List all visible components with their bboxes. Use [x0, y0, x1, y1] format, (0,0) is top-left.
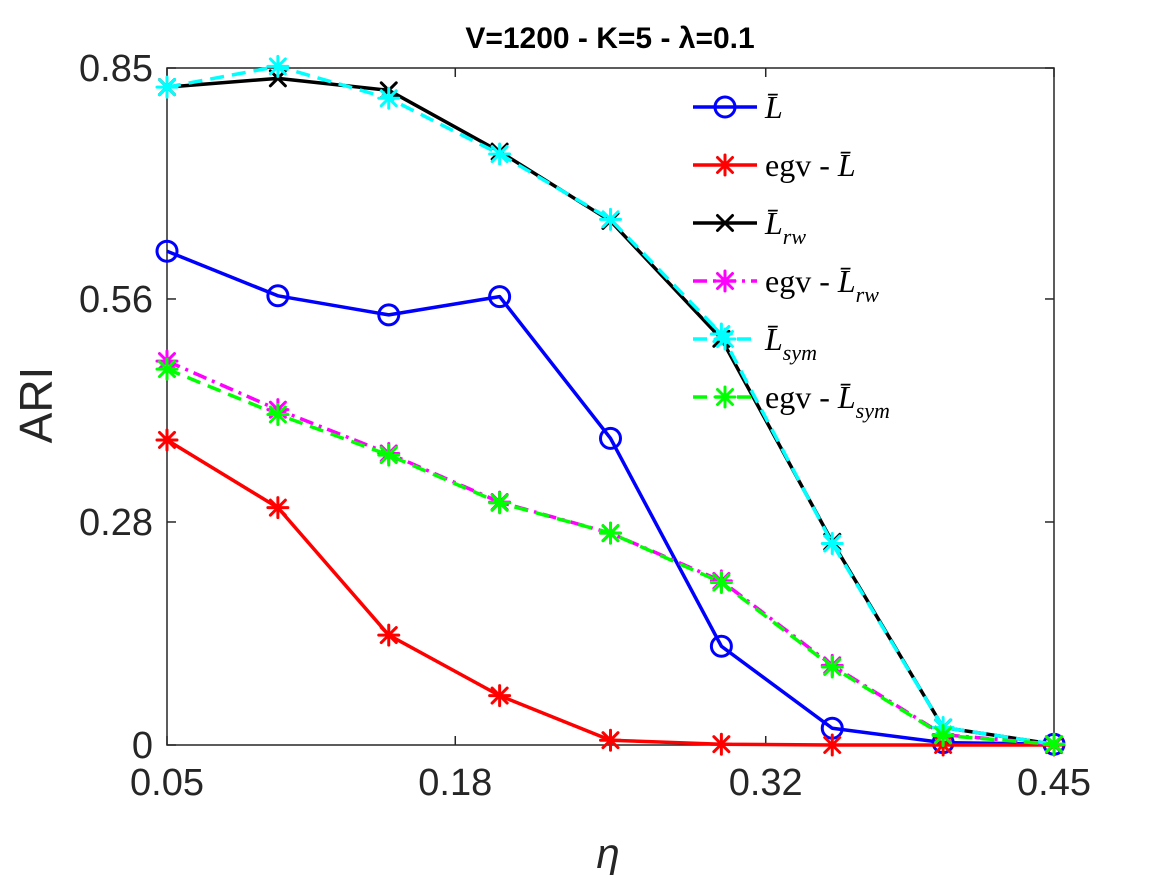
legend-item-l-bar: L̄	[693, 89, 783, 125]
legend-label: L̄rw	[764, 205, 806, 249]
series-line-l-bar	[166, 249, 1055, 746]
data-point-egv-l-bar	[488, 684, 512, 708]
legend-item-l-sym: L̄sym	[693, 321, 817, 365]
data-point-l-bar	[266, 284, 290, 308]
x-tick-label: 0.18	[418, 762, 492, 804]
y-tick-label: 0.56	[79, 279, 153, 321]
data-point-egv-l-sym	[599, 521, 622, 545]
series-egv-l-sym	[155, 357, 1066, 756]
data-point-egv-l-sym	[266, 402, 290, 426]
data-point-l-sym	[820, 531, 844, 555]
legend-marker	[713, 269, 737, 293]
data-point-l-sym	[266, 54, 290, 78]
legend: L̄ egv - L̄ L̄rw egv - L̄rw L̄sym egv - L̄sym	[693, 89, 890, 423]
legend-item-l-rw: L̄rw	[693, 205, 806, 249]
chart-title: V=1200 - K=5 - λ=0.1	[465, 22, 754, 55]
legend-marker	[713, 153, 737, 177]
tick-labels: 0.05 0.18 0.32 0.45 0 0.28 0.56 0.85	[79, 48, 1091, 804]
data-point-egv-l-bar	[155, 428, 179, 452]
data-point-egv-l-sym	[1042, 732, 1066, 756]
legend-label: egv - L̄	[765, 147, 856, 183]
legend-marker	[713, 327, 737, 351]
legend-label: L̄sym	[764, 321, 817, 365]
data-point-egv-l-bar	[266, 496, 290, 520]
data-point-l-sym	[155, 75, 179, 99]
x-tick-label: 0.05	[130, 762, 204, 804]
y-tick-label: 0	[132, 725, 153, 767]
series-egv-l-bar	[155, 428, 1066, 757]
axes-box	[166, 67, 1055, 746]
data-point-egv-l-bar	[599, 728, 622, 752]
legend-label: egv - L̄sym	[765, 379, 890, 423]
data-point-l-sym	[599, 207, 622, 231]
legend-marker	[713, 385, 737, 409]
data-point-l-bar	[155, 239, 179, 263]
data-point-egv-l-sym	[931, 723, 955, 747]
y-tick-label: 0.85	[79, 48, 153, 90]
data-point-egv-l-sym	[820, 655, 844, 679]
legend-marker	[713, 95, 737, 119]
data-point-l-bar	[599, 426, 622, 450]
data-point-egv-l-bar	[820, 733, 844, 757]
x-axis-label: η	[596, 830, 619, 875]
data-point-egv-l-bar	[709, 732, 733, 756]
data-point-l-bar	[377, 303, 401, 327]
legend-item-egv-l-bar: egv - L̄	[693, 147, 856, 183]
plot-area	[155, 54, 1066, 757]
legend-marker	[716, 214, 734, 232]
legend-item-egv-l-sym: egv - L̄sym	[693, 379, 890, 423]
y-axis-label: ARI	[10, 367, 62, 444]
data-point-egv-l-sym	[377, 443, 401, 467]
x-tick-label: 0.32	[729, 762, 803, 804]
data-point-egv-l-sym	[488, 491, 512, 515]
data-point-l-bar	[709, 634, 733, 658]
y-tick-label: 0.28	[79, 502, 153, 544]
series-line-l-sym	[166, 64, 1055, 746]
legend-label: egv - L̄rw	[765, 263, 879, 307]
data-point-l-sym	[488, 142, 512, 166]
data-point-l-bar	[488, 285, 512, 309]
legend-item-egv-l-rw: egv - L̄rw	[693, 263, 879, 307]
legend-label: L̄	[764, 89, 783, 125]
data-point-egv-l-sym	[709, 571, 733, 595]
data-point-egv-l-bar	[377, 623, 401, 647]
x-tick-label: 0.45	[1017, 762, 1091, 804]
data-point-egv-l-sym	[155, 357, 179, 381]
data-point-l-sym	[377, 86, 401, 110]
